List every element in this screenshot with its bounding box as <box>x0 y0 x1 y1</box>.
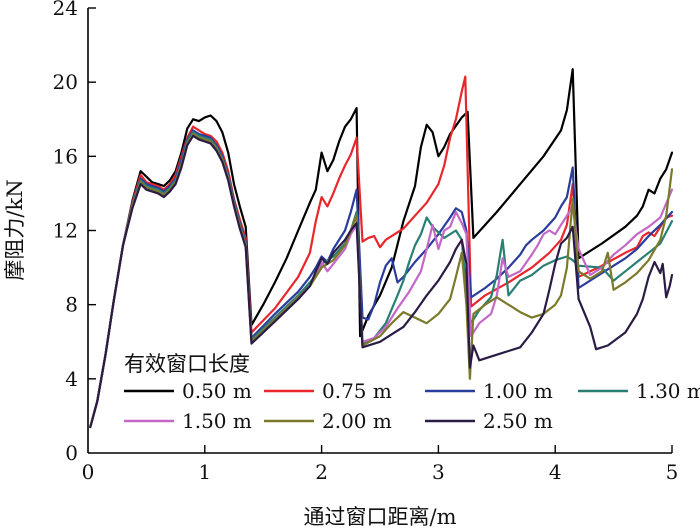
series-line-2-50-m <box>89 134 674 429</box>
y-tick-label: 12 <box>53 219 78 243</box>
legend: 有效窗口长度 0.50 m 0.75 m 1.00 m 1.30 m 1.50 m 2.0… <box>124 352 700 433</box>
y-ticks: 0 4 8 12 16 20 24 <box>53 0 96 465</box>
legend-label: 0.50 m <box>182 379 252 403</box>
x-tick-label: 4 <box>549 460 562 484</box>
legend-title: 有效窗口长度 <box>124 352 250 376</box>
y-tick-label: 24 <box>53 0 78 20</box>
x-tick-label: 1 <box>198 460 211 484</box>
y-tick-label: 20 <box>53 70 78 94</box>
legend-label: 0.75 m <box>322 379 392 403</box>
series-line-0-75-m <box>89 75 674 429</box>
x-ticks: 0 1 2 3 4 5 <box>82 445 679 484</box>
legend-label: 1.50 m <box>182 409 252 433</box>
x-tick-label: 3 <box>432 460 445 484</box>
legend-label: 1.00 m <box>483 379 553 403</box>
x-tick-label: 2 <box>315 460 328 484</box>
legend-label: 2.00 m <box>322 409 392 433</box>
series-lines <box>89 68 674 429</box>
y-tick-label: 0 <box>65 441 78 465</box>
x-tick-label: 5 <box>666 460 679 484</box>
y-tick-label: 8 <box>65 293 78 317</box>
legend-label: 2.50 m <box>483 409 553 433</box>
series-line-0-50-m <box>89 68 674 429</box>
x-axis-title: 通过窗口距离/m <box>304 505 457 529</box>
y-tick-label: 4 <box>65 367 78 391</box>
y-tick-label: 16 <box>53 144 78 168</box>
series-line-1-00-m <box>89 129 674 429</box>
x-tick-label: 0 <box>82 460 95 484</box>
legend-label: 1.30 m <box>636 379 700 403</box>
y-axis-title: 摩阻力/kN <box>3 179 27 280</box>
